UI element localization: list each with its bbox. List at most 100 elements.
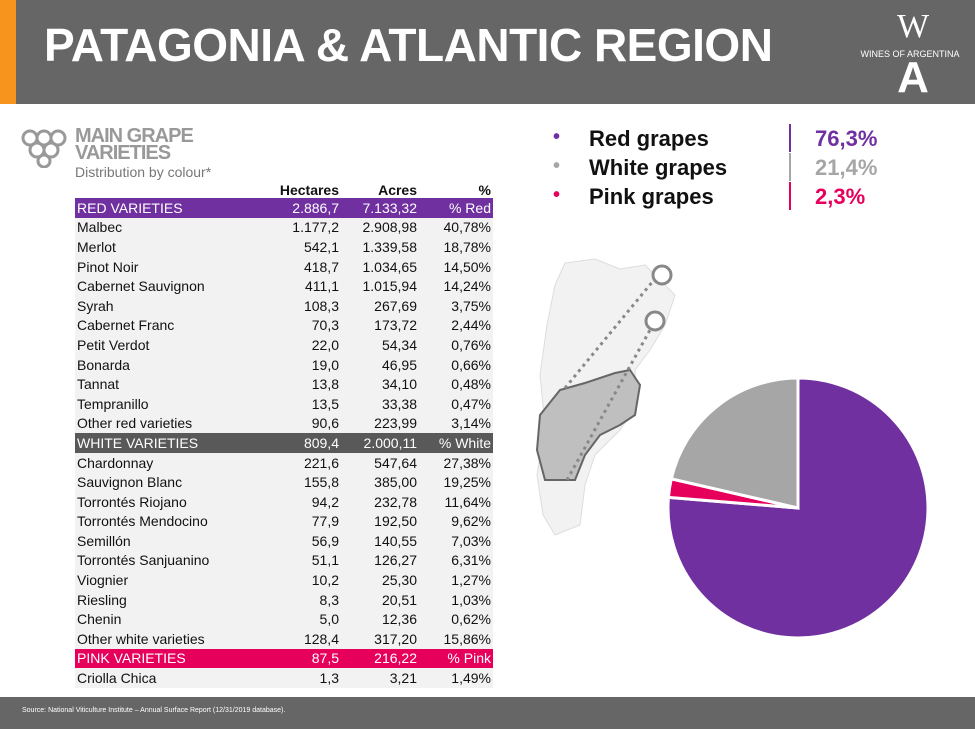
accent-strip <box>0 0 16 104</box>
cell: 15,86% <box>419 629 493 649</box>
cell: 542,1 <box>271 237 341 257</box>
cell: 13,8 <box>271 374 341 394</box>
cell: 1.339,58 <box>341 237 419 257</box>
cell: Cabernet Franc <box>75 315 271 336</box>
column-header: % <box>478 181 491 198</box>
table-row: Other white varieties 128,4 317,20 15,86% <box>75 629 493 649</box>
table-row: Viognier 10,2 25,30 1,27% <box>75 570 493 590</box>
cell: 3,14% <box>419 413 493 434</box>
varieties-table: Hectares Acres% RED VARIETIES 2.886,7 7.133… <box>75 181 493 688</box>
cell: 22,0 <box>271 335 341 355</box>
cell: % Pink <box>419 648 493 669</box>
column-header: Acres <box>378 181 417 198</box>
cell: 46,95 <box>341 354 419 375</box>
value-label: 2,3% <box>815 184 866 209</box>
cell: 128,4 <box>271 629 341 649</box>
value-label: 76,3% <box>815 126 878 151</box>
cell: 2.908,98 <box>341 217 419 238</box>
cell: 173,72 <box>341 315 419 336</box>
cell: 267,69 <box>341 295 419 316</box>
cell: 40,78% <box>419 217 493 238</box>
cell: 19,0 <box>271 354 341 375</box>
cell: 6,31% <box>419 550 493 571</box>
table-row: Petit Verdot 22,0 54,34 0,76% <box>75 335 493 355</box>
cell: Merlot <box>75 237 271 257</box>
legend-dot: • <box>553 126 561 148</box>
table-row: Torrontés Mendocino 77,9 192,50 9,62% <box>75 511 493 532</box>
table-row: Sauvignon Blanc 155,8 385,00 19,25% <box>75 472 493 492</box>
cell: 33,38 <box>341 393 419 414</box>
cell: 192,50 <box>341 511 419 532</box>
cell: 51,1 <box>271 550 341 571</box>
cell: 2,44% <box>419 315 493 336</box>
table-row: Syrah 108,3 267,69 3,75% <box>75 295 493 316</box>
group-header: PINK VARIETIES 87,5 216,22% Pink <box>75 648 493 669</box>
cell: Sauvignon Blanc <box>75 472 271 492</box>
cell: 8,3 <box>271 589 341 610</box>
cell: Petit Verdot <box>75 335 271 355</box>
cell: 2.000,11 <box>341 433 419 453</box>
cell: 0,66% <box>419 354 493 375</box>
cell: 12,36 <box>341 609 419 630</box>
cell: 3,75% <box>419 295 493 316</box>
table-header: Hectares Acres% <box>75 181 493 198</box>
table-row: Cabernet Sauvignon 411,1 1.015,94 14,24% <box>75 276 493 296</box>
cell: 9,62% <box>419 511 493 532</box>
cell: Torrontés Riojano <box>75 491 271 512</box>
cell: 14,24% <box>419 276 493 296</box>
legend-divider <box>789 182 791 210</box>
cell: Torrontés Mendocino <box>75 511 271 532</box>
cell: 13,5 <box>271 393 341 414</box>
cell: 87,5 <box>271 648 341 669</box>
cell: 56,9 <box>271 531 341 551</box>
cell: 0,76% <box>419 335 493 355</box>
cell: 70,3 <box>271 315 341 336</box>
column-header: Hectares <box>279 181 339 198</box>
logo-mark: W <box>896 8 930 45</box>
cell: 18,78% <box>419 237 493 257</box>
table-row: Pinot Noir 418,7 1.034,65 14,50% <box>75 256 493 277</box>
cell: 77,9 <box>271 511 341 532</box>
cell: 108,3 <box>271 295 341 316</box>
cell: 54,34 <box>341 335 419 355</box>
cell: 14,50% <box>419 256 493 277</box>
map <box>535 258 676 536</box>
cell: % White <box>419 433 493 453</box>
table-row: Tempranillo 13,5 33,38 0,47% <box>75 393 493 414</box>
header-bar <box>0 0 975 104</box>
cell: Torrontés Sanjuanino <box>75 550 271 571</box>
cell: 1,03% <box>419 589 493 610</box>
pie-chart <box>666 376 930 640</box>
cell: 19,25% <box>419 472 493 492</box>
grape-icon <box>21 129 67 168</box>
cell: 411,1 <box>271 276 341 296</box>
cell: Viognier <box>75 570 271 590</box>
cell: 317,20 <box>341 629 419 649</box>
section-title: MAIN GRAPE VARIETIES <box>75 125 194 164</box>
cell: 34,10 <box>341 374 419 394</box>
group-header: RED VARIETIES 2.886,7 7.133,32% Red <box>75 198 493 218</box>
slide-title: PATAGONIA & ATLANTIC REGION <box>44 19 773 71</box>
cell: 11,64% <box>419 491 493 512</box>
cell: 20,51 <box>341 589 419 610</box>
cell: Criolla Chica <box>75 668 271 688</box>
cell: % Red <box>419 198 493 218</box>
cell: 385,00 <box>341 472 419 492</box>
cell: 809,4 <box>271 433 341 453</box>
cell: Chenin <box>75 609 271 630</box>
cell: 126,27 <box>341 550 419 571</box>
legend-divider <box>789 124 791 152</box>
cell: 10,2 <box>271 570 341 590</box>
cell: 155,8 <box>271 472 341 492</box>
cell: 140,55 <box>341 531 419 551</box>
cell: Cabernet Sauvignon <box>75 276 271 296</box>
value-label: 21,4% <box>815 155 878 180</box>
table-row: Tannat 13,8 34,10 0,48% <box>75 374 493 394</box>
table-row: Criolla Chica 1,3 3,21 1,49% <box>75 668 493 688</box>
cell: Malbec <box>75 217 271 238</box>
cell: 5,0 <box>271 609 341 630</box>
table-row: Merlot 542,1 1.339,58 18,78% <box>75 237 493 257</box>
cell: 94,2 <box>271 491 341 512</box>
legend-dot: • <box>553 184 561 206</box>
table-row: Semillón 56,9 140,55 7,03% <box>75 531 493 551</box>
